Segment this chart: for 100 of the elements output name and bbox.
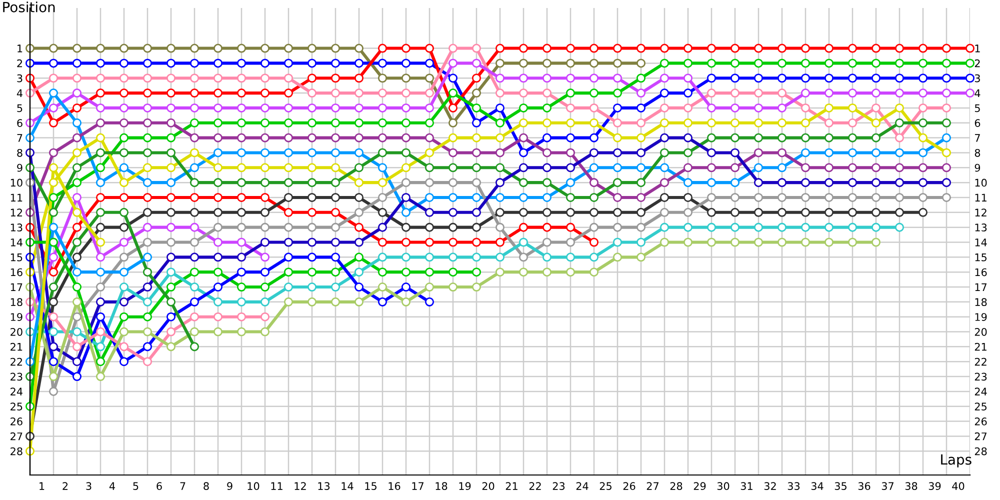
point (236, 297, 246, 306)
point (330, 238, 340, 247)
point (683, 118, 693, 128)
point (119, 327, 129, 336)
point (472, 148, 482, 158)
point (307, 252, 317, 262)
point (236, 118, 246, 128)
point (894, 192, 904, 202)
point (636, 74, 646, 83)
point (800, 44, 810, 53)
point (566, 74, 576, 83)
point (424, 148, 434, 158)
point (424, 208, 434, 217)
x-tick-label: 10 (248, 482, 260, 490)
point (378, 222, 388, 232)
point (260, 268, 270, 277)
point (119, 103, 129, 112)
point (706, 133, 716, 142)
point (236, 178, 246, 188)
point (566, 44, 576, 53)
point (495, 58, 505, 68)
x-axis-title: Laps (941, 454, 972, 468)
point (48, 282, 58, 292)
point (166, 238, 176, 247)
point (824, 208, 834, 217)
x-tick-label: 13 (318, 482, 330, 490)
point (894, 163, 904, 172)
point (754, 238, 764, 247)
point (284, 178, 294, 188)
point (213, 178, 223, 188)
point (96, 268, 106, 277)
point (284, 238, 294, 247)
point (166, 44, 176, 53)
point (307, 118, 317, 128)
point (48, 327, 58, 336)
point (518, 222, 528, 232)
x-tick-label: 3 (86, 482, 92, 490)
point (730, 192, 740, 202)
point (636, 178, 646, 188)
point (260, 148, 270, 158)
point (48, 297, 58, 306)
point (589, 238, 599, 247)
y2-tick-label: 25 (974, 402, 987, 410)
point (448, 74, 458, 83)
point (354, 238, 364, 247)
point (142, 88, 152, 98)
point (730, 58, 740, 68)
x-tick-label: 11 (271, 482, 282, 490)
point (660, 148, 670, 158)
x-tick-label: 15 (365, 482, 376, 490)
point (800, 163, 810, 172)
y-tick-label: 24 (10, 388, 22, 396)
point (96, 372, 106, 382)
point (683, 148, 693, 158)
point (142, 268, 152, 277)
point (871, 238, 881, 247)
point (542, 268, 552, 277)
point (942, 133, 952, 142)
point (636, 222, 646, 232)
point (871, 208, 881, 217)
y-tick-label: 27 (10, 432, 22, 440)
point (330, 163, 340, 172)
point (894, 58, 904, 68)
point (119, 222, 129, 232)
point (566, 118, 576, 128)
point (307, 268, 317, 277)
point (307, 238, 317, 247)
point (448, 118, 458, 128)
point (754, 178, 764, 188)
point (942, 163, 952, 172)
point (354, 133, 364, 142)
point (48, 148, 58, 158)
point (166, 327, 176, 336)
point (284, 252, 294, 262)
x-tick-label: 27 (646, 482, 658, 490)
point (495, 222, 505, 232)
point (166, 222, 176, 232)
point (871, 74, 881, 83)
point (190, 208, 200, 217)
point (48, 252, 58, 262)
point (119, 58, 129, 68)
point (307, 222, 317, 232)
point (824, 133, 834, 142)
point (542, 148, 552, 158)
point (777, 178, 787, 188)
y2-tick-label: 15 (975, 254, 987, 262)
point (378, 238, 388, 247)
point (190, 118, 200, 128)
point (401, 88, 411, 98)
point (472, 58, 482, 68)
point (401, 58, 411, 68)
point (589, 222, 599, 232)
point (166, 118, 176, 128)
point (472, 178, 482, 188)
point (636, 252, 646, 262)
point (72, 372, 82, 382)
point (260, 327, 270, 336)
point (260, 238, 270, 247)
point (495, 88, 505, 98)
x-tick-label: 25 (600, 482, 612, 490)
